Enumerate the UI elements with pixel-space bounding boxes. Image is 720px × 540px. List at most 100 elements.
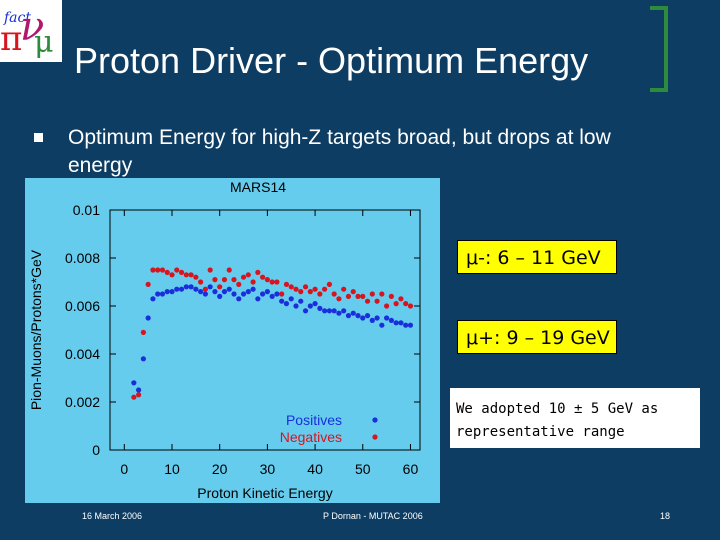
svg-text:μ: μ xyxy=(34,25,54,60)
negatives-point xyxy=(150,267,156,273)
positives-point xyxy=(374,315,380,321)
negatives-point xyxy=(302,284,309,290)
negatives-point xyxy=(322,286,328,292)
x-tick-label: 0 xyxy=(120,461,128,477)
bullet-square-icon xyxy=(34,133,43,142)
y-tick-label: 0.008 xyxy=(65,250,100,266)
positives-point xyxy=(350,310,356,316)
positives-point xyxy=(379,322,385,328)
positives-point xyxy=(403,322,409,328)
negatives-point xyxy=(169,272,175,278)
negatives-point xyxy=(288,284,294,290)
negatives-point xyxy=(403,301,409,307)
negatives-point xyxy=(155,267,161,273)
negatives-point xyxy=(326,281,332,287)
legend-negatives-marker xyxy=(372,434,378,440)
legend-positives-marker xyxy=(372,417,378,423)
positives-point xyxy=(302,308,309,314)
negatives-point xyxy=(174,267,180,273)
slide-title: Proton Driver - Optimum Energy xyxy=(74,40,589,81)
negatives-point xyxy=(145,281,151,287)
positives-point xyxy=(307,303,313,309)
negatives-point xyxy=(298,289,304,295)
legend-negatives-label: Negatives xyxy=(280,429,342,445)
positives-point xyxy=(131,380,137,386)
negatives-point xyxy=(140,329,146,335)
negatives-point xyxy=(136,392,142,398)
negatives-point xyxy=(331,291,337,297)
negatives-point xyxy=(198,279,204,285)
negatives-point xyxy=(245,272,251,278)
positives-point xyxy=(136,387,142,393)
negatives-point xyxy=(202,286,208,292)
positives-point xyxy=(279,298,285,304)
bullet-text: Optimum Energy for high-Z targets broad,… xyxy=(68,126,611,177)
negatives-point xyxy=(193,274,199,280)
positives-point xyxy=(288,296,294,302)
negatives-point xyxy=(131,394,137,400)
x-tick-label: 50 xyxy=(355,461,371,477)
negatives-point xyxy=(260,274,266,280)
positives-point xyxy=(240,291,247,297)
positives-point xyxy=(326,308,332,314)
negatives-point xyxy=(407,303,414,309)
positives-point xyxy=(193,286,199,292)
negatives-point xyxy=(388,293,394,299)
negatives-point xyxy=(369,291,375,297)
negatives-point xyxy=(283,281,290,287)
positives-point xyxy=(212,289,218,295)
negatives-point xyxy=(336,296,342,302)
positives-point xyxy=(360,315,366,321)
positives-point xyxy=(345,313,352,319)
negatives-point xyxy=(231,277,237,283)
footer-author: P Dornan - MUTAC 2006 xyxy=(323,511,423,521)
negatives-point xyxy=(269,279,275,285)
positives-point xyxy=(231,291,237,297)
positives-point xyxy=(393,320,399,326)
muon-plus-range-label: μ+: 9 – 19 GeV xyxy=(457,320,617,354)
positives-point xyxy=(207,284,213,290)
negatives-point xyxy=(279,291,285,297)
x-tick-label: 20 xyxy=(212,461,228,477)
negatives-point xyxy=(183,272,189,278)
positives-point xyxy=(188,284,194,290)
negatives-point xyxy=(312,286,318,292)
title-bracket-decoration xyxy=(650,6,668,92)
positives-point xyxy=(159,291,166,297)
positives-point xyxy=(398,320,404,326)
plot-frame xyxy=(109,209,421,451)
positives-point xyxy=(164,289,170,295)
negatives-point xyxy=(350,289,356,295)
negatives-point xyxy=(240,274,247,280)
negatives-point xyxy=(398,296,404,302)
yield-vs-energy-chart: MARS14 0 0.002 0.004 0.006 0.008 0.01 0 10 20 30… xyxy=(25,178,440,503)
negatives-point xyxy=(274,279,280,285)
positives-point xyxy=(169,289,175,295)
positives-point xyxy=(336,310,342,316)
negatives-point xyxy=(188,272,194,278)
page-number: 18 xyxy=(660,511,671,521)
footer-date: 16 March 2006 xyxy=(82,511,143,521)
positives-point xyxy=(341,308,347,314)
positives-point xyxy=(226,286,232,292)
positives-point xyxy=(198,289,204,295)
x-tick-label: 10 xyxy=(164,461,180,477)
negatives-point xyxy=(317,291,323,297)
positives-point xyxy=(150,296,156,302)
positives-point xyxy=(322,308,328,314)
negatives-point xyxy=(159,267,166,273)
positives-point xyxy=(274,291,280,297)
positives-point xyxy=(331,308,337,314)
negatives-point xyxy=(307,289,313,295)
chart-title: MARS14 xyxy=(230,179,286,195)
negatives-point xyxy=(250,279,256,285)
negatives-point xyxy=(374,298,380,304)
x-tick-label: 60 xyxy=(403,461,419,477)
legend-positives-label: Positives xyxy=(286,412,342,428)
negatives-point xyxy=(345,293,352,299)
positives-point xyxy=(202,291,208,297)
negatives-point xyxy=(393,301,399,307)
muon-minus-range-label: μ-: 6 – 11 GeV xyxy=(457,240,617,274)
positives-point xyxy=(283,301,290,307)
negatives-point xyxy=(293,286,299,292)
